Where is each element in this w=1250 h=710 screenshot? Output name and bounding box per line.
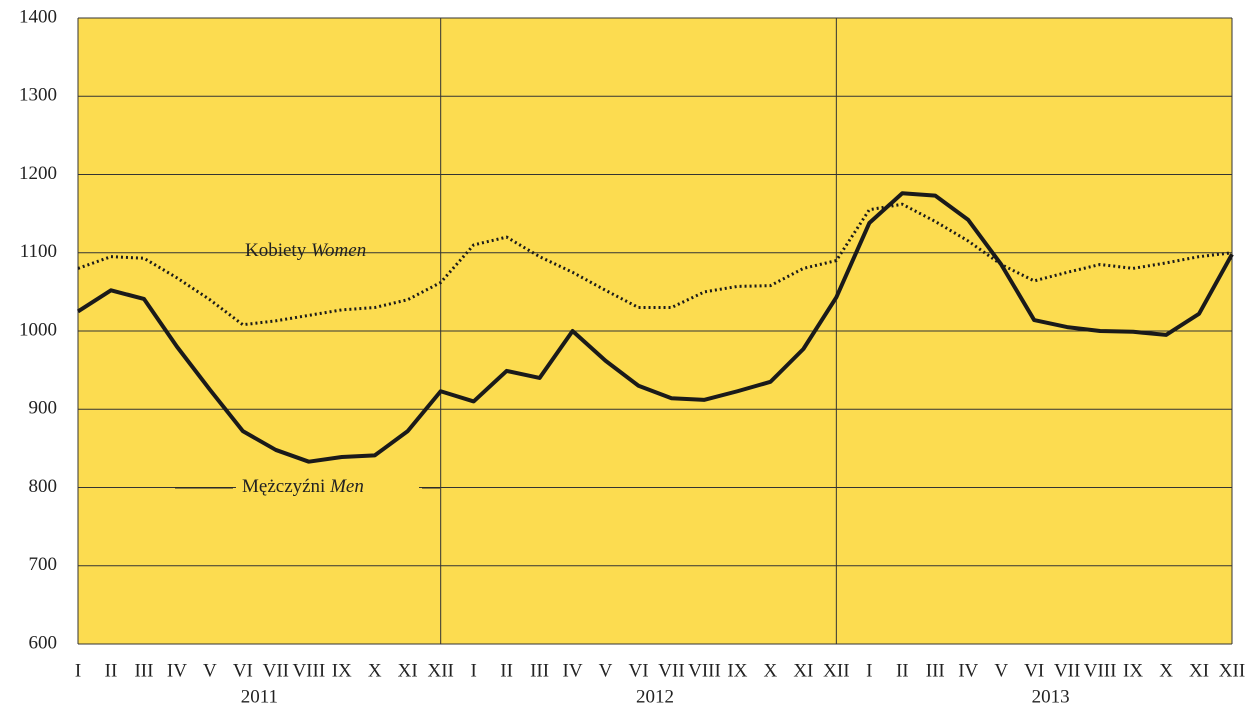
men-label-pl: Mężczyźni [242,476,325,497]
x-tick-label: III [134,660,153,681]
x-tick-label: VI [628,660,648,681]
x-tick-label: VII [658,660,684,681]
x-tick-label: VIII [292,660,325,681]
x-tick-label: II [105,660,118,681]
series-line [76,191,1234,464]
x-tick-label: IX [727,660,747,681]
x-tick-label: XI [1189,660,1209,681]
x-tick-label: VIII [688,660,721,681]
women-label: Kobiety Women [245,240,366,261]
x-tick-label: I [75,660,81,681]
x-tick-label: III [530,660,549,681]
women-label-en: Women [311,240,366,261]
y-tick-label: 1300 [19,85,57,106]
x-tick-label: VI [1024,660,1044,681]
x-tick-label: I [470,660,476,681]
y-tick-label: 900 [29,398,58,419]
y-tick-label: 1400 [19,6,57,27]
x-tick-label: IX [332,660,352,681]
x-tick-label: X [1159,660,1173,681]
women-label-pl: Kobiety [245,240,307,261]
lines [76,191,1234,464]
x-tick-label: II [500,660,513,681]
x-tick-label: IV [563,660,583,681]
x-tick-label: VII [263,660,289,681]
series-line [77,202,1233,327]
year-label: 2012 [636,686,674,707]
x-tick-label: XI [793,660,813,681]
y-tick-label: 1000 [19,319,57,340]
y-tick-label: 1100 [20,241,57,262]
x-tick-label: VIII [1084,660,1117,681]
x-tick-label: V [599,660,613,681]
men-label-en: Men [329,476,364,497]
x-tick-label: XII [823,660,849,681]
x-tick-label: X [368,660,382,681]
men-label: Mężczyźni Men [242,476,364,497]
x-tick-label: V [994,660,1008,681]
x-tick-label: V [203,660,217,681]
x-tick-label: XII [427,660,453,681]
y-tick-label: 600 [29,632,58,653]
y-tick-label: 700 [29,554,58,575]
x-tick-label: XI [398,660,418,681]
x-tick-label: VI [233,660,253,681]
x-tick-label: X [764,660,778,681]
x-tick-label: III [926,660,945,681]
y-tick-label: 800 [29,476,58,497]
year-label: 2011 [241,686,278,707]
x-tick-label: IV [958,660,978,681]
x-tick-label: XII [1219,660,1245,681]
label-bg [236,475,419,501]
year-label: 2013 [1032,686,1070,707]
x-tick-label: II [896,660,909,681]
y-tick-label: 1200 [19,163,57,184]
x-tick-label: I [866,660,872,681]
x-tick-label: VII [1054,660,1080,681]
x-tick-label: IV [167,660,187,681]
x-tick-label: IX [1123,660,1143,681]
